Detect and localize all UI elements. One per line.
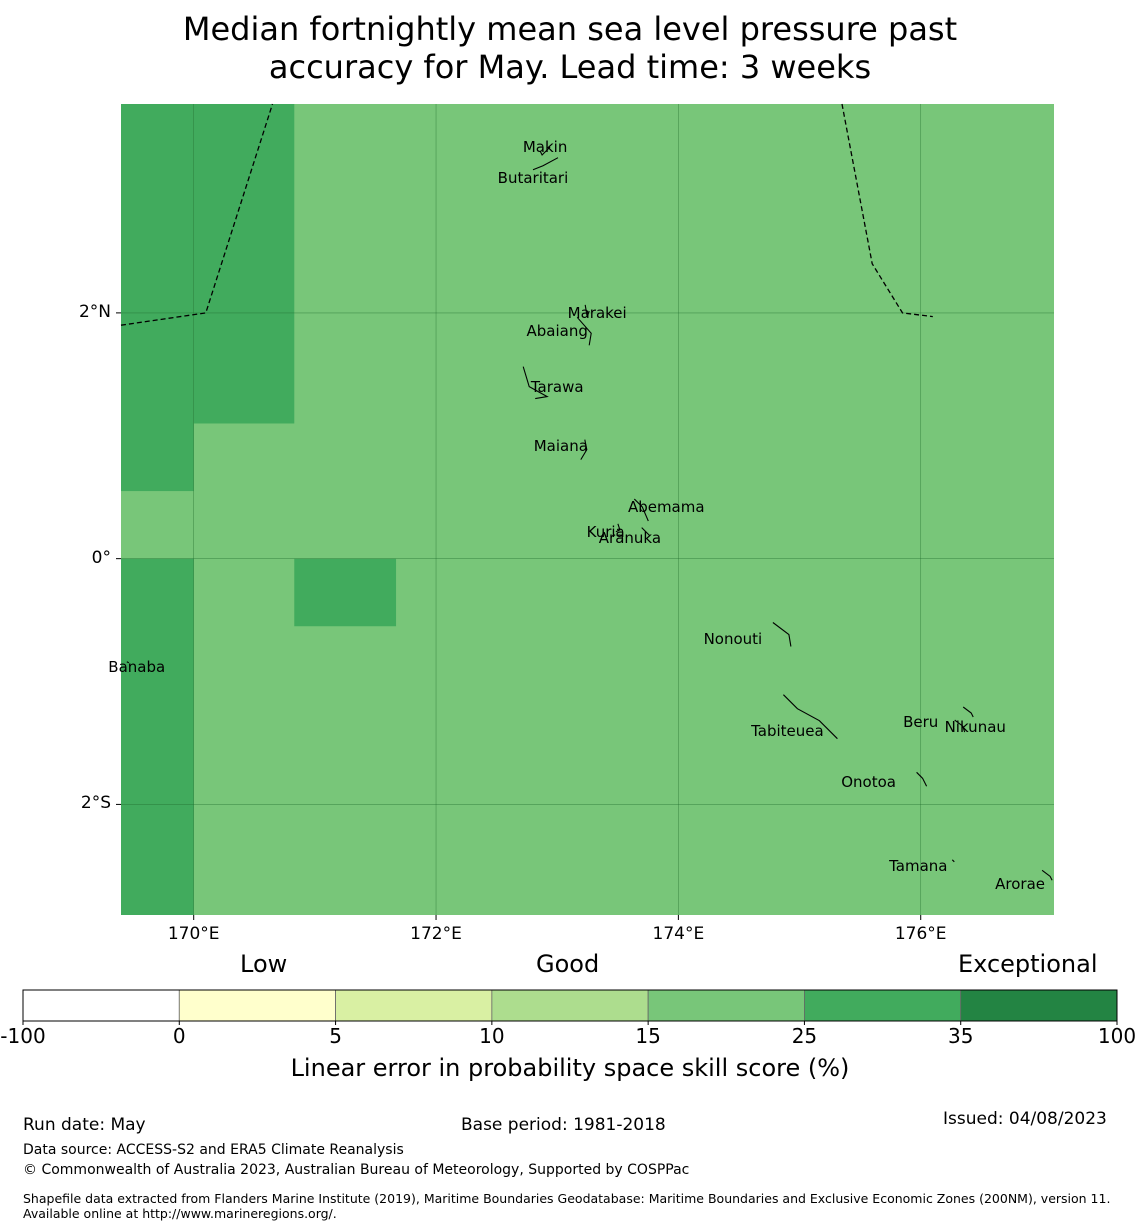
lat-tick-label: 2°N: [78, 301, 111, 322]
colorbar-bin-0-5: [178, 989, 336, 1022]
island-outline-marakei: [584, 304, 590, 318]
shapefile-note: Shapefile data extracted from Flanders M…: [23, 1191, 1111, 1221]
higher-skill-cell-1: [121, 104, 194, 492]
colorbar-bin-35-100: [960, 989, 1118, 1022]
colorbar-bin-10-15: [491, 989, 649, 1022]
base-period: Base period: 1981-2018: [461, 1115, 666, 1135]
island-label-nikunau: Nikunau: [944, 717, 1006, 736]
island-label-tamana: Tamana: [889, 856, 948, 875]
colorbar-tick-label: 100: [1097, 1024, 1137, 1048]
island-label-makin: Makin: [522, 138, 568, 156]
island-outline-kuria: [641, 527, 651, 536]
lat-tick-label: 2°S: [80, 793, 111, 814]
island-outline-arorae: [1041, 869, 1053, 881]
island-label-tarawa: Tarawa: [530, 377, 584, 396]
island-outline-beru: [954, 719, 966, 733]
copyright-note: © Commonwealth of Australia 2023, Austra…: [23, 1162, 690, 1178]
eez-boundary-west: [120, 103, 274, 326]
colorbar-tick-label: 25: [791, 1024, 818, 1048]
issued-date: Issued: 04/08/2023: [943, 1109, 1107, 1129]
island-outline-tamana: [951, 859, 955, 863]
run-date: Run date: May: [23, 1115, 146, 1135]
lon-tick-label: 172°E: [410, 924, 462, 944]
higher-skill-cell-0: [121, 558, 194, 915]
island-label-arorae: Arorae: [995, 875, 1045, 894]
island-outline-banaba: [126, 661, 130, 664]
island-label-marakei: Marakei: [567, 303, 627, 322]
colorbar-tick-label: -100: [0, 1024, 46, 1048]
higher-skill-cell-3: [294, 558, 397, 627]
colorbar-bin--100-0: [22, 989, 180, 1022]
title-line-1: Median fortnightly mean sea level pressu…: [182, 10, 958, 48]
island-outline-makin: [539, 146, 551, 156]
island-label-banaba: Banaba: [108, 657, 166, 676]
island-label-nonouti: Nonouti: [703, 629, 763, 648]
eez-boundary-east: [841, 103, 933, 318]
island-outline-aranuka: [615, 523, 621, 533]
colorbar-bin-5-10: [335, 989, 493, 1022]
colorbar-caption: Linear error in probability space skill …: [290, 1054, 850, 1082]
island-outline-butaritari: [532, 157, 559, 171]
colorbar-bin-25-35: [804, 989, 962, 1022]
colorbar-bin-15-25: [647, 989, 805, 1022]
colorbar-category-exceptional: Exceptional: [958, 950, 1098, 978]
higher-skill-cell-2: [193, 104, 295, 424]
island-outline-tabiteuea: [783, 694, 838, 740]
data-source: Data source: ACCESS-S2 and ERA5 Climate …: [23, 1142, 404, 1158]
island-label-butaritari: Butaritari: [497, 168, 569, 187]
island-outline-nonouti: [772, 622, 792, 647]
island-label-aranuka: Aranuka: [598, 528, 662, 547]
lon-tick-label: 170°E: [167, 924, 220, 944]
island-outline-abemama: [633, 498, 649, 522]
island-outline-maiana: [580, 439, 588, 460]
colorbar-tick-label: 35: [947, 1024, 974, 1048]
colorbar-tick-label: 10: [479, 1024, 505, 1048]
island-label-beru: Beru: [903, 713, 939, 732]
map-title: Median fortnightly mean sea level pressu…: [0, 10, 1140, 86]
colorbar-frame: [22, 989, 1118, 1022]
island-outline-nikunau: [962, 706, 974, 718]
lon-tick-label: 176°E: [894, 924, 947, 944]
lat-tick-label: 0°: [91, 547, 111, 568]
colorbar-tick-label: 0: [172, 1024, 186, 1048]
colorbar-category-good: Good: [536, 950, 600, 978]
colorbar-tick-label: 15: [635, 1024, 661, 1048]
island-label-tabiteuea: Tabiteuea: [751, 721, 824, 740]
colorbar-tick-label: 5: [329, 1024, 342, 1048]
lon-tick-label: 174°E: [652, 924, 705, 944]
island-outline-onotoa: [916, 771, 928, 787]
island-outline-tarawa: [522, 366, 549, 400]
title-line-2: accuracy for May. Lead time: 3 weeks: [268, 48, 872, 86]
island-outline-abaiang: [576, 316, 592, 346]
colorbar-category-low: Low: [240, 950, 288, 978]
island-label-kuria: Kuria: [586, 522, 625, 541]
island-label-onotoa: Onotoa: [841, 773, 896, 792]
island-label-maiana: Maiana: [533, 436, 588, 455]
island-label-abaiang: Abaiang: [526, 322, 588, 341]
island-label-abemama: Abemama: [627, 498, 705, 517]
